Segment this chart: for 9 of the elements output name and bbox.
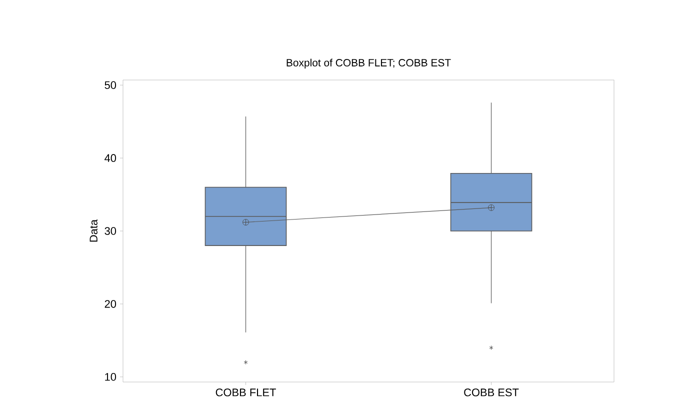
chart-title: Boxplot of COBB FLET; COBB EST	[286, 58, 451, 68]
y-tick-label: 20	[104, 300, 116, 308]
y-tick-label: 50	[104, 81, 116, 89]
x-tick-label: COBB EST	[464, 388, 519, 396]
y-tick-label: 40	[104, 154, 116, 162]
y-tick-label: 10	[105, 373, 116, 381]
y-axis-title: Data	[90, 219, 98, 242]
y-tick-label: 30	[104, 227, 116, 235]
x-tick-label: COBB FLET	[216, 388, 276, 396]
